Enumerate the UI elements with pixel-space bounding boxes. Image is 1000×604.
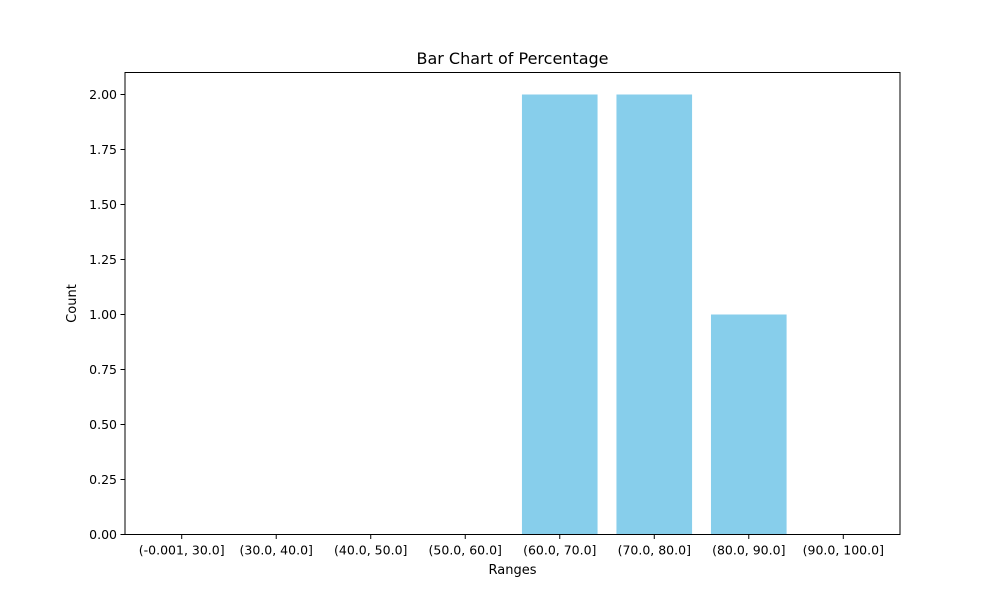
bar-5 <box>616 94 693 535</box>
bar-6 <box>710 314 787 535</box>
y-tick-label: 0.50 <box>89 417 117 432</box>
chart-title: Bar Chart of Percentage <box>416 49 608 68</box>
y-axis-label: Count <box>65 284 80 323</box>
y-tick-label: 1.75 <box>89 142 117 157</box>
x-tick-label: (90.0, 100.0] <box>803 543 884 558</box>
x-tick-label: (80.0, 90.0] <box>712 543 785 558</box>
y-tick-label: 0.75 <box>89 362 117 377</box>
x-tick-label: (40.0, 50.0] <box>334 543 407 558</box>
x-tick-label: (50.0, 60.0] <box>429 543 502 558</box>
y-tick-label: 1.25 <box>89 252 117 267</box>
bars-layer <box>521 94 787 535</box>
x-axis-ticks: (-0.001, 30.0] (30.0, 40.0] (40.0, 50.0] (5… <box>139 534 884 558</box>
y-axis-ticks: 0.00 0.25 0.50 0.75 1.00 1.25 1.50 1.75 2.00 <box>89 87 125 542</box>
bar-4 <box>521 94 598 535</box>
x-axis-label: Ranges <box>489 563 537 578</box>
y-tick-label: 2.00 <box>89 87 117 102</box>
x-tick-label: (30.0, 40.0] <box>240 543 313 558</box>
x-tick-label: (-0.001, 30.0] <box>139 543 225 558</box>
y-tick-label: 1.00 <box>89 307 117 322</box>
plot-frame <box>124 72 901 535</box>
x-tick-label: (60.0, 70.0] <box>523 543 596 558</box>
x-tick-label: (70.0, 80.0] <box>618 543 691 558</box>
y-tick-label: 0.25 <box>89 472 117 487</box>
y-tick-label: 0.00 <box>89 527 117 542</box>
y-tick-label: 1.50 <box>89 197 117 212</box>
